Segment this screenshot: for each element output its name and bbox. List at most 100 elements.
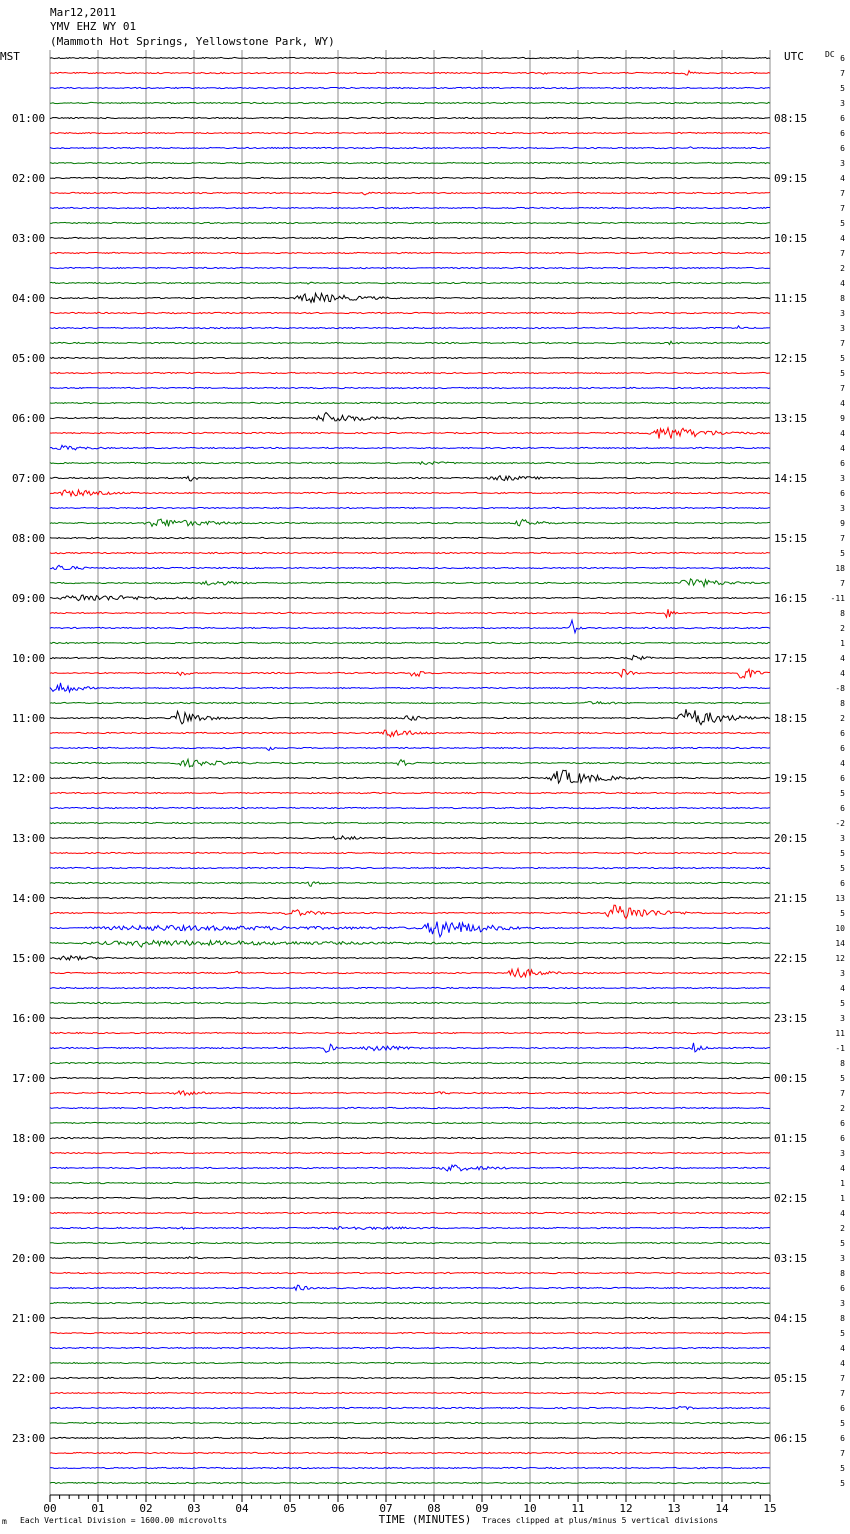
x-tick-label: 11 <box>571 1502 584 1515</box>
trace-line <box>49 101 771 105</box>
right-time-label: 15:15 <box>774 532 807 545</box>
trace-line <box>49 536 771 540</box>
left-time-label: 17:00 <box>12 1072 45 1085</box>
right-time-label: 08:15 <box>774 112 807 125</box>
trace-line <box>49 221 771 225</box>
trace-line <box>49 835 771 841</box>
left-time-label: 10:00 <box>12 652 45 665</box>
trace-line <box>49 866 771 870</box>
dc-value: 2 <box>840 1104 845 1113</box>
dc-value: 3 <box>840 159 845 168</box>
trace-line <box>49 821 771 825</box>
header-location: (Mammoth Hot Springs, Yellowstone Park, … <box>50 35 335 48</box>
trace-line <box>49 1136 770 1140</box>
dc-value: -11 <box>831 594 846 603</box>
dc-value: 6 <box>840 54 845 63</box>
dc-value: 6 <box>840 774 845 783</box>
trace-line <box>49 1466 771 1470</box>
trace-line <box>49 896 771 900</box>
dc-value: 1 <box>840 1194 845 1203</box>
dc-value: 4 <box>840 654 845 663</box>
dc-value: 7 <box>840 534 845 543</box>
dc-value: 4 <box>840 1209 845 1218</box>
dc-value: 8 <box>840 1314 845 1323</box>
x-axis: 00 01 02 03 04 05 06 07 08 09 10 11 12 13 14 15 <box>43 1494 777 1515</box>
dc-value: 6 <box>840 129 845 138</box>
trace-line <box>49 1225 771 1231</box>
trace-line <box>49 986 771 990</box>
left-time-label: 04:00 <box>12 292 45 305</box>
trace-line <box>49 191 771 196</box>
trace-line <box>49 1089 771 1097</box>
dc-value: 4 <box>840 444 845 453</box>
dc-value: 8 <box>840 609 845 618</box>
left-time-label: 02:00 <box>12 172 45 185</box>
dc-value: 4 <box>840 1344 845 1353</box>
right-time-label: 00:15 <box>774 1072 807 1085</box>
trace-line <box>49 116 770 120</box>
trace-line <box>49 1271 771 1275</box>
dc-value: 7 <box>840 339 845 348</box>
dc-value: 4 <box>840 984 845 993</box>
x-tick-label: 04 <box>235 1502 249 1515</box>
trace-line <box>49 641 771 645</box>
dc-value: 4 <box>840 279 845 288</box>
trace-line <box>49 939 771 948</box>
right-time-label: 16:15 <box>774 592 807 605</box>
trace-line <box>49 411 771 423</box>
right-time-label: 23:15 <box>774 1012 807 1025</box>
trace-line <box>49 356 771 360</box>
dc-value: 3 <box>840 1149 845 1158</box>
x-axis-label: TIME (MINUTES) <box>379 1513 472 1526</box>
dc-value: 4 <box>840 429 845 438</box>
dc-value: 3 <box>840 1254 845 1263</box>
right-time-label: 02:15 <box>774 1192 807 1205</box>
trace-line <box>49 86 771 90</box>
dc-offset-values: 6753666347754724833755749446363975187-11… <box>831 54 846 1488</box>
left-time-label: 15:00 <box>12 952 45 965</box>
trace-line <box>49 401 771 405</box>
trace-line <box>49 851 771 855</box>
clip-note: Traces clipped at plus/minus 5 vertical … <box>482 1516 718 1525</box>
dc-value: 5 <box>840 84 845 93</box>
trace-line <box>49 746 771 752</box>
right-time-label: 03:15 <box>774 1252 807 1265</box>
dc-value: 14 <box>835 939 845 948</box>
right-time-label: 05:15 <box>774 1372 807 1385</box>
x-tick-label: 10 <box>523 1502 536 1515</box>
left-time-label: 03:00 <box>12 232 45 245</box>
dc-value: 6 <box>840 489 845 498</box>
dc-value: 7 <box>840 1389 845 1398</box>
trace-line <box>49 1451 771 1455</box>
trace-line <box>49 131 771 135</box>
dc-value: 5 <box>840 1329 845 1338</box>
vertical-grid <box>49 50 771 1495</box>
trace-line <box>49 1391 771 1395</box>
right-time-label: 22:15 <box>774 952 807 965</box>
trace-lines <box>49 56 771 1485</box>
right-time-label: 13:15 <box>774 412 807 425</box>
right-time-label: 14:15 <box>774 472 807 485</box>
dc-value: 5 <box>840 909 845 918</box>
right-time-label: 19:15 <box>774 772 807 785</box>
left-time-label: 09:00 <box>12 592 45 605</box>
trace-line <box>49 551 771 555</box>
dc-value: 4 <box>840 234 845 243</box>
trace-line <box>49 56 771 60</box>
left-time-label: 13:00 <box>12 832 45 845</box>
trace-line <box>49 667 770 679</box>
dc-value: 4 <box>840 669 845 678</box>
dc-value: 7 <box>840 189 845 198</box>
dc-value: 7 <box>840 204 845 213</box>
trace-line <box>50 1181 771 1185</box>
left-time-label: 01:00 <box>12 112 45 125</box>
x-tick-label: 05 <box>283 1502 296 1515</box>
trace-line <box>49 460 771 466</box>
left-time-label: 12:00 <box>12 772 45 785</box>
dc-value: 5 <box>840 849 845 858</box>
right-time-label: 17:15 <box>774 652 807 665</box>
dc-value: 6 <box>840 729 845 738</box>
x-tick-label: 14 <box>715 1502 729 1515</box>
dc-value: 6 <box>840 459 845 468</box>
left-time-label: 11:00 <box>12 712 45 725</box>
